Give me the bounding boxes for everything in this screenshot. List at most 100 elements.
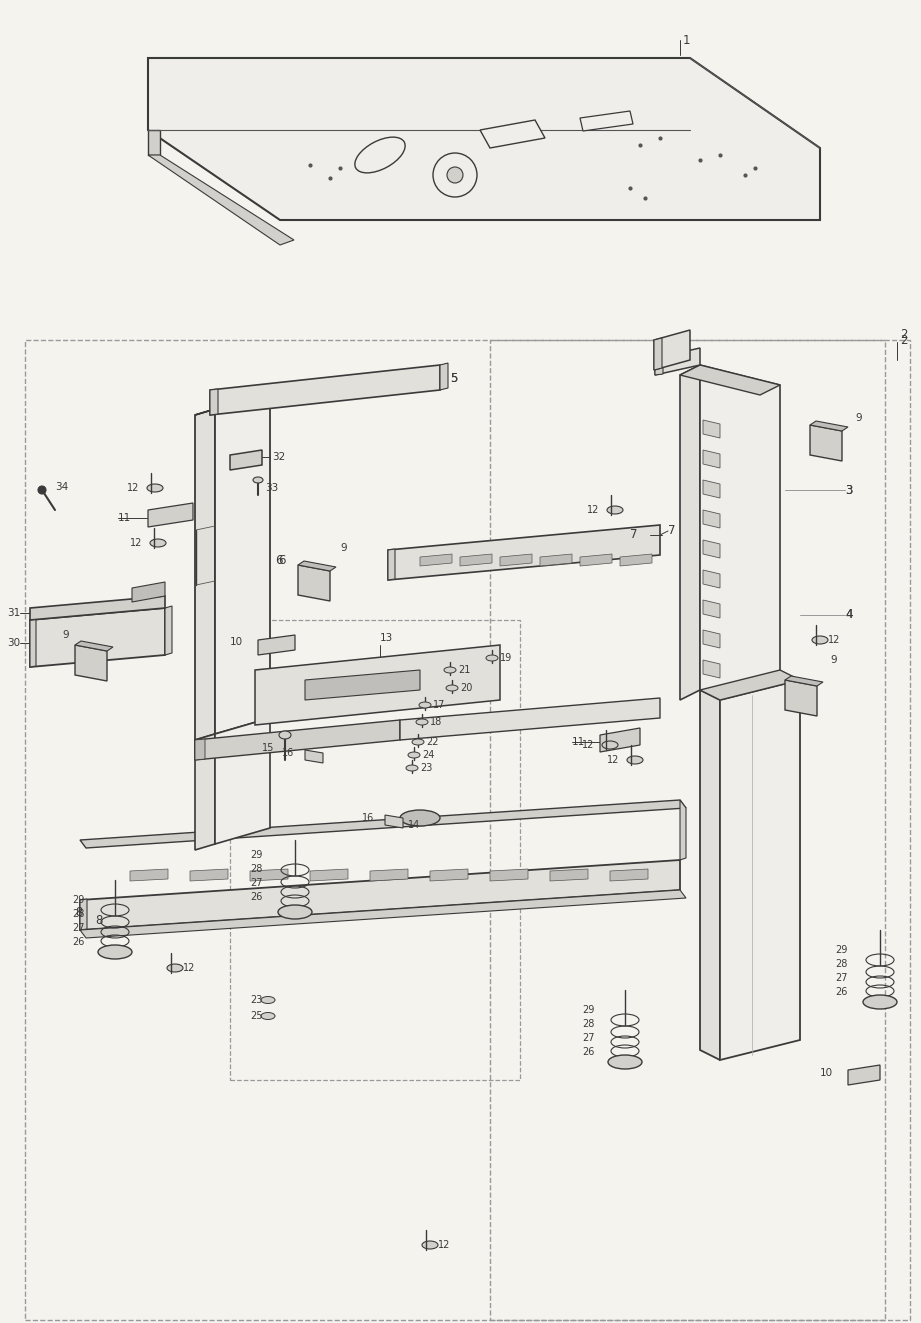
Ellipse shape	[261, 996, 275, 1004]
Ellipse shape	[446, 685, 458, 691]
Polygon shape	[600, 728, 640, 751]
Polygon shape	[490, 869, 528, 881]
Text: 27: 27	[582, 1033, 594, 1043]
Text: 5: 5	[450, 372, 458, 385]
Polygon shape	[703, 419, 720, 438]
Polygon shape	[610, 869, 648, 881]
Ellipse shape	[422, 1241, 438, 1249]
Text: 26: 26	[72, 937, 85, 947]
Polygon shape	[195, 393, 270, 415]
Polygon shape	[190, 869, 228, 881]
Polygon shape	[385, 815, 403, 828]
Text: 27: 27	[250, 878, 262, 888]
Polygon shape	[258, 635, 295, 655]
Polygon shape	[165, 606, 172, 655]
Polygon shape	[305, 669, 420, 700]
Polygon shape	[700, 669, 800, 700]
Polygon shape	[703, 660, 720, 677]
Polygon shape	[148, 155, 294, 245]
Text: 2: 2	[900, 333, 907, 347]
Text: 5: 5	[450, 372, 458, 385]
Text: 9: 9	[855, 413, 862, 423]
Text: 29: 29	[835, 945, 847, 955]
Polygon shape	[80, 900, 87, 930]
Ellipse shape	[412, 740, 424, 745]
Bar	[25, 340, 885, 1320]
Text: 6: 6	[278, 553, 286, 566]
Polygon shape	[215, 393, 270, 734]
Text: 10: 10	[820, 1068, 834, 1078]
Polygon shape	[388, 525, 660, 579]
Polygon shape	[680, 800, 686, 860]
Polygon shape	[148, 503, 193, 527]
Ellipse shape	[147, 484, 163, 492]
Text: 29: 29	[250, 849, 262, 860]
Text: 18: 18	[430, 717, 442, 728]
Polygon shape	[80, 860, 680, 930]
Text: 7: 7	[668, 524, 675, 537]
Text: 27: 27	[72, 923, 85, 933]
Polygon shape	[620, 554, 652, 566]
Text: 10: 10	[230, 636, 243, 647]
Text: 12: 12	[828, 635, 840, 646]
Text: 12: 12	[438, 1240, 450, 1250]
Ellipse shape	[863, 995, 897, 1009]
Text: 28: 28	[250, 864, 262, 875]
Polygon shape	[420, 554, 452, 566]
Text: 8: 8	[95, 913, 102, 926]
Polygon shape	[305, 750, 323, 763]
Polygon shape	[500, 554, 532, 566]
Text: 22: 22	[426, 737, 438, 747]
Text: 28: 28	[72, 909, 85, 919]
Text: 25: 25	[250, 1011, 262, 1021]
Text: 27: 27	[835, 972, 847, 983]
Ellipse shape	[486, 655, 498, 662]
Polygon shape	[703, 630, 720, 648]
Polygon shape	[250, 869, 288, 881]
Text: 17: 17	[433, 700, 446, 710]
Polygon shape	[230, 450, 262, 470]
Ellipse shape	[400, 810, 440, 826]
Polygon shape	[848, 1065, 880, 1085]
Polygon shape	[785, 680, 817, 716]
Ellipse shape	[261, 1012, 275, 1020]
Text: 19: 19	[500, 654, 512, 663]
Polygon shape	[580, 554, 612, 566]
Text: 14: 14	[408, 820, 420, 830]
Text: 12: 12	[582, 740, 594, 750]
Polygon shape	[655, 348, 700, 374]
Polygon shape	[195, 720, 400, 759]
Text: 1: 1	[683, 33, 691, 46]
Text: 2: 2	[900, 328, 907, 341]
Text: 20: 20	[460, 683, 472, 693]
Polygon shape	[195, 740, 205, 759]
Ellipse shape	[279, 732, 291, 740]
Polygon shape	[703, 450, 720, 468]
Polygon shape	[810, 421, 848, 431]
Polygon shape	[400, 699, 660, 740]
Polygon shape	[210, 365, 440, 415]
Text: 21: 21	[458, 665, 471, 675]
Polygon shape	[80, 890, 686, 938]
Ellipse shape	[408, 751, 420, 758]
Bar	[490, 340, 910, 1320]
Polygon shape	[810, 425, 842, 460]
Ellipse shape	[150, 538, 166, 546]
Text: 12: 12	[183, 963, 195, 972]
Polygon shape	[310, 869, 348, 881]
Text: 11: 11	[118, 513, 132, 523]
Polygon shape	[30, 609, 165, 667]
Polygon shape	[255, 646, 500, 725]
Polygon shape	[30, 595, 165, 620]
Text: 31: 31	[6, 609, 20, 618]
Ellipse shape	[167, 964, 183, 972]
Text: 26: 26	[250, 892, 262, 902]
Circle shape	[447, 167, 463, 183]
Polygon shape	[703, 570, 720, 587]
Polygon shape	[148, 58, 820, 220]
Polygon shape	[785, 676, 823, 687]
Ellipse shape	[416, 718, 428, 725]
Polygon shape	[720, 680, 800, 1060]
Ellipse shape	[627, 755, 643, 763]
Polygon shape	[703, 480, 720, 497]
